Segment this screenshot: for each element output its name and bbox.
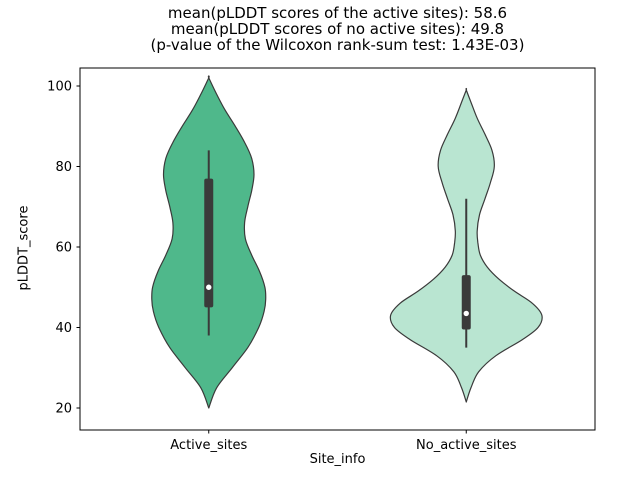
x-tick-label: No_active_sites bbox=[416, 438, 517, 453]
x-tick-label: Active_sites bbox=[170, 438, 247, 453]
iqr-box-No_active_sites bbox=[461, 275, 471, 330]
median-dot-Active_sites bbox=[206, 284, 212, 290]
chart-title-line-1: mean(pLDDT scores of the active sites): … bbox=[167, 4, 508, 22]
chart-title-line-2: mean(pLDDT scores of no active sites): 4… bbox=[170, 20, 505, 38]
chart-title-line-3: (p-value of the Wilcoxon rank-sum test: … bbox=[150, 36, 525, 54]
y-tick-label: 40 bbox=[55, 321, 72, 336]
y-tick-label: 80 bbox=[55, 160, 72, 175]
x-axis-label: Site_info bbox=[309, 452, 366, 467]
y-tick-label: 100 bbox=[47, 80, 72, 95]
median-dot-No_active_sites bbox=[463, 310, 469, 317]
iqr-box-Active_sites bbox=[204, 178, 214, 308]
y-axis-label: pLDDT_score bbox=[16, 205, 32, 291]
axes-spines bbox=[79, 67, 596, 431]
y-tick-label: 60 bbox=[55, 241, 72, 256]
y-tick-label: 20 bbox=[55, 402, 72, 417]
